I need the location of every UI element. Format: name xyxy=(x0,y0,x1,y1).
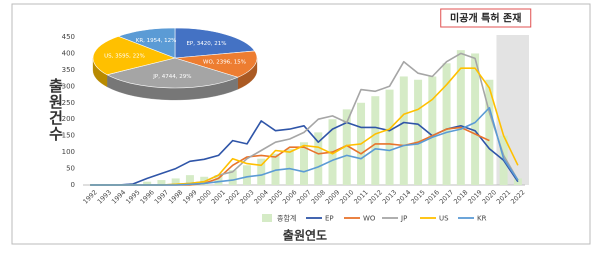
x-tick-label: 2017 xyxy=(438,188,455,205)
pie-slice xyxy=(174,50,258,78)
bar xyxy=(143,181,152,185)
legend-label: KR xyxy=(477,215,487,223)
y-tick-label: 100 xyxy=(62,148,75,156)
bar xyxy=(185,175,194,185)
x-tick-label: 1997 xyxy=(153,188,170,205)
x-tick-label: 2020 xyxy=(481,188,498,205)
x-tick-label: 2015 xyxy=(409,188,426,205)
bar xyxy=(314,132,323,185)
bar xyxy=(371,96,380,185)
x-tick-label: 1992 xyxy=(81,188,98,205)
x-tick-label: 1998 xyxy=(167,188,184,205)
x-axis-label: 출원연도 xyxy=(283,228,327,243)
x-tick-label: 2007 xyxy=(295,188,312,205)
bar xyxy=(428,76,437,185)
x-tick-label: 2013 xyxy=(381,188,398,205)
bar xyxy=(214,175,223,185)
pie-label: JP, 4744, 29% xyxy=(152,74,191,80)
x-tick-label: 2009 xyxy=(324,188,341,205)
x-tick-label: 2019 xyxy=(466,188,483,205)
y-tick-label: 250 xyxy=(62,99,75,107)
x-tick-label: 2011 xyxy=(352,188,369,205)
y-axis-label: 출원건수 xyxy=(47,78,65,142)
x-tick-label: 2003 xyxy=(238,188,255,205)
legend-label: EP xyxy=(325,215,334,223)
bar xyxy=(157,180,166,185)
bar xyxy=(228,170,237,185)
annotation-box xyxy=(440,8,532,28)
x-tick-label: 2021 xyxy=(495,188,512,205)
y-tick-label: 150 xyxy=(62,132,75,140)
bar xyxy=(414,79,423,185)
bar xyxy=(257,158,266,185)
x-tick-label: 1994 xyxy=(110,188,127,205)
x-tick-label: 2010 xyxy=(338,188,355,205)
line xyxy=(90,106,519,186)
bar xyxy=(471,53,480,185)
legend-label: US xyxy=(439,215,449,223)
bar xyxy=(271,153,280,185)
legend-label: JP xyxy=(400,215,407,223)
pie-label: US, 3595, 22% xyxy=(104,54,145,60)
bar xyxy=(342,109,351,185)
x-tick-label: 1993 xyxy=(96,188,113,205)
y-tick-label: 200 xyxy=(62,115,75,123)
y-tick-label: 50 xyxy=(66,165,75,173)
bar xyxy=(442,63,451,185)
x-tick-label: 2006 xyxy=(281,188,298,205)
pie-slice xyxy=(106,57,239,89)
legend-label: 종합계 xyxy=(277,214,296,223)
pie-label: EP, 3420, 21% xyxy=(186,41,226,47)
chart-frame xyxy=(11,3,591,245)
x-tick-label: 2005 xyxy=(267,188,284,205)
y-tick-label: 0 xyxy=(71,181,75,189)
bar xyxy=(171,178,180,185)
x-tick-label: 2018 xyxy=(452,188,469,205)
bar xyxy=(300,142,308,185)
x-tick-label: 1999 xyxy=(181,188,198,205)
y-tick-label: 400 xyxy=(62,49,75,57)
x-tick-label: 2000 xyxy=(196,188,213,205)
x-tick-label: 2016 xyxy=(424,188,441,205)
x-tick-label: 2008 xyxy=(310,188,327,205)
x-tick-label: 2014 xyxy=(395,188,412,205)
x-tick-label: 2004 xyxy=(253,188,270,205)
y-tick-label: 350 xyxy=(62,66,75,74)
annotation: 미공개 특허 존재 xyxy=(450,12,521,25)
legend-label: WO xyxy=(363,215,376,223)
bar xyxy=(242,165,251,185)
legend-swatch xyxy=(262,214,272,222)
pie-slice xyxy=(174,27,256,59)
bar xyxy=(399,76,408,185)
bar xyxy=(456,50,465,186)
x-tick-label: 2022 xyxy=(509,188,526,205)
pie-slice xyxy=(92,35,177,76)
x-tick-label: 1996 xyxy=(138,188,155,205)
bar xyxy=(385,89,394,185)
y-tick-label: 300 xyxy=(62,82,75,90)
y-tick-label: 450 xyxy=(62,33,75,41)
pie-label: KR, 1954, 12% xyxy=(136,38,177,44)
bar xyxy=(285,148,294,185)
x-tick-label: 2012 xyxy=(367,188,384,205)
pie-slice xyxy=(117,27,176,59)
bar xyxy=(485,79,494,185)
x-tick-label: 2001 xyxy=(210,188,227,205)
x-tick-label: 2002 xyxy=(224,188,241,205)
pie-label: WO, 2396, 15% xyxy=(203,60,246,66)
x-tick-label: 1995 xyxy=(124,188,141,205)
